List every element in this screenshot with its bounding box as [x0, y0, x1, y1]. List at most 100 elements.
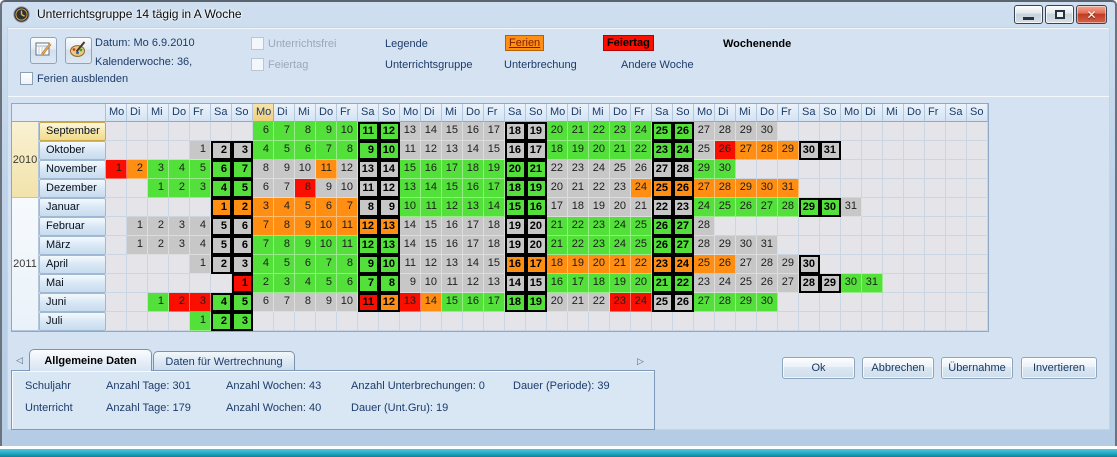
day-cell[interactable]: 25	[610, 160, 631, 179]
day-cell[interactable]: 20	[526, 217, 547, 236]
day-cell[interactable]: 16	[505, 141, 526, 160]
day-cell[interactable]: 27	[673, 217, 694, 236]
day-cell[interactable]: 5	[295, 198, 316, 217]
day-header[interactable]: So	[967, 104, 988, 122]
day-cell[interactable]: 23	[652, 141, 673, 160]
day-cell[interactable]: 22	[568, 217, 589, 236]
day-cell[interactable]: 19	[526, 122, 547, 141]
day-cell[interactable]: 4	[253, 141, 274, 160]
day-cell[interactable]: 12	[421, 141, 442, 160]
day-cell[interactable]: 25	[694, 255, 715, 274]
day-header[interactable]: Fr	[631, 104, 652, 122]
day-cell[interactable]: 26	[757, 274, 778, 293]
day-cell[interactable]: 4	[190, 217, 211, 236]
day-cell[interactable]: 9	[316, 293, 337, 312]
day-cell[interactable]: 5	[211, 217, 232, 236]
day-cell[interactable]: 4	[274, 198, 295, 217]
day-cell[interactable]: 5	[274, 255, 295, 274]
day-cell[interactable]: 11	[316, 160, 337, 179]
day-cell[interactable]: 21	[568, 293, 589, 312]
day-cell[interactable]: 21	[652, 274, 673, 293]
day-cell[interactable]: 20	[547, 179, 568, 198]
day-cell[interactable]: 12	[337, 160, 358, 179]
day-cell[interactable]: 19	[505, 236, 526, 255]
day-cell[interactable]: 5	[211, 236, 232, 255]
day-cell[interactable]: 11	[337, 236, 358, 255]
day-header[interactable]: So	[526, 104, 547, 122]
day-cell[interactable]: 3	[169, 217, 190, 236]
day-cell[interactable]: 10	[337, 179, 358, 198]
month-label[interactable]: Dezember	[39, 179, 106, 198]
day-cell[interactable]: 29	[778, 141, 799, 160]
day-cell[interactable]: 10	[379, 141, 400, 160]
invertieren-button[interactable]: Invertieren	[1021, 357, 1097, 379]
day-cell[interactable]: 11	[400, 141, 421, 160]
day-header[interactable]: Sa	[211, 104, 232, 122]
day-cell[interactable]: 5	[316, 274, 337, 293]
day-cell[interactable]: 8	[295, 293, 316, 312]
day-cell[interactable]: 1	[232, 274, 253, 293]
day-cell[interactable]: 16	[505, 255, 526, 274]
day-cell[interactable]: 20	[505, 160, 526, 179]
tab-scroll-left-icon[interactable]: ◁	[16, 356, 23, 366]
day-cell[interactable]: 3	[253, 198, 274, 217]
color-palette-button[interactable]	[65, 37, 92, 64]
month-label[interactable]: Mai	[39, 274, 106, 293]
day-cell[interactable]: 7	[358, 274, 379, 293]
day-cell[interactable]: 11	[358, 293, 379, 312]
day-cell[interactable]: 23	[610, 293, 631, 312]
day-cell[interactable]: 19	[589, 198, 610, 217]
day-cell[interactable]: 20	[589, 255, 610, 274]
day-cell[interactable]: 3	[232, 141, 253, 160]
day-header[interactable]: Mi	[148, 104, 169, 122]
day-cell[interactable]: 11	[400, 255, 421, 274]
day-cell[interactable]: 12	[379, 179, 400, 198]
day-cell[interactable]: 25	[652, 293, 673, 312]
day-header[interactable]: Fr	[925, 104, 946, 122]
month-label[interactable]: März	[39, 236, 106, 255]
day-cell[interactable]: 9	[295, 236, 316, 255]
day-cell[interactable]: 26	[715, 255, 736, 274]
titlebar[interactable]: Unterrichtsgruppe 14 tägig in A Woche ✕	[0, 0, 1117, 28]
day-cell[interactable]: 5	[274, 141, 295, 160]
day-cell[interactable]: 17	[463, 236, 484, 255]
day-cell[interactable]: 24	[631, 293, 652, 312]
day-header[interactable]: Mo	[400, 104, 421, 122]
day-header[interactable]: Do	[316, 104, 337, 122]
day-cell[interactable]: 30	[841, 274, 862, 293]
day-cell[interactable]: 12	[379, 122, 400, 141]
day-cell[interactable]: 19	[610, 274, 631, 293]
day-cell[interactable]: 26	[652, 236, 673, 255]
day-cell[interactable]: 25	[631, 217, 652, 236]
day-cell[interactable]: 2	[127, 160, 148, 179]
day-cell[interactable]: 6	[253, 179, 274, 198]
day-cell[interactable]: 22	[568, 236, 589, 255]
uebernahme-button[interactable]: Übernahme	[941, 357, 1013, 379]
day-cell[interactable]: 12	[463, 274, 484, 293]
day-cell[interactable]: 28	[778, 198, 799, 217]
day-cell[interactable]: 3	[274, 274, 295, 293]
abbrechen-button[interactable]: Abbrechen	[862, 357, 934, 379]
day-cell[interactable]: 27	[757, 198, 778, 217]
day-header[interactable]: Mo	[547, 104, 568, 122]
day-cell[interactable]: 15	[484, 141, 505, 160]
day-header[interactable]: Mi	[295, 104, 316, 122]
day-cell[interactable]: 29	[694, 160, 715, 179]
day-header[interactable]: Sa	[652, 104, 673, 122]
day-cell[interactable]: 21	[547, 217, 568, 236]
day-cell[interactable]: 14	[421, 179, 442, 198]
day-cell[interactable]: 24	[673, 141, 694, 160]
day-cell[interactable]: 19	[526, 293, 547, 312]
day-cell[interactable]: 18	[484, 217, 505, 236]
day-cell[interactable]: 13	[400, 293, 421, 312]
day-cell[interactable]: 30	[757, 293, 778, 312]
day-cell[interactable]: 18	[463, 160, 484, 179]
day-cell[interactable]: 6	[232, 236, 253, 255]
day-cell[interactable]: 16	[442, 217, 463, 236]
day-cell[interactable]: 15	[442, 122, 463, 141]
tab-scroll-right-icon[interactable]: ▷	[637, 357, 644, 367]
day-cell[interactable]: 29	[799, 198, 820, 217]
day-cell[interactable]: 23	[589, 217, 610, 236]
day-cell[interactable]: 7	[337, 198, 358, 217]
day-cell[interactable]: 25	[631, 236, 652, 255]
